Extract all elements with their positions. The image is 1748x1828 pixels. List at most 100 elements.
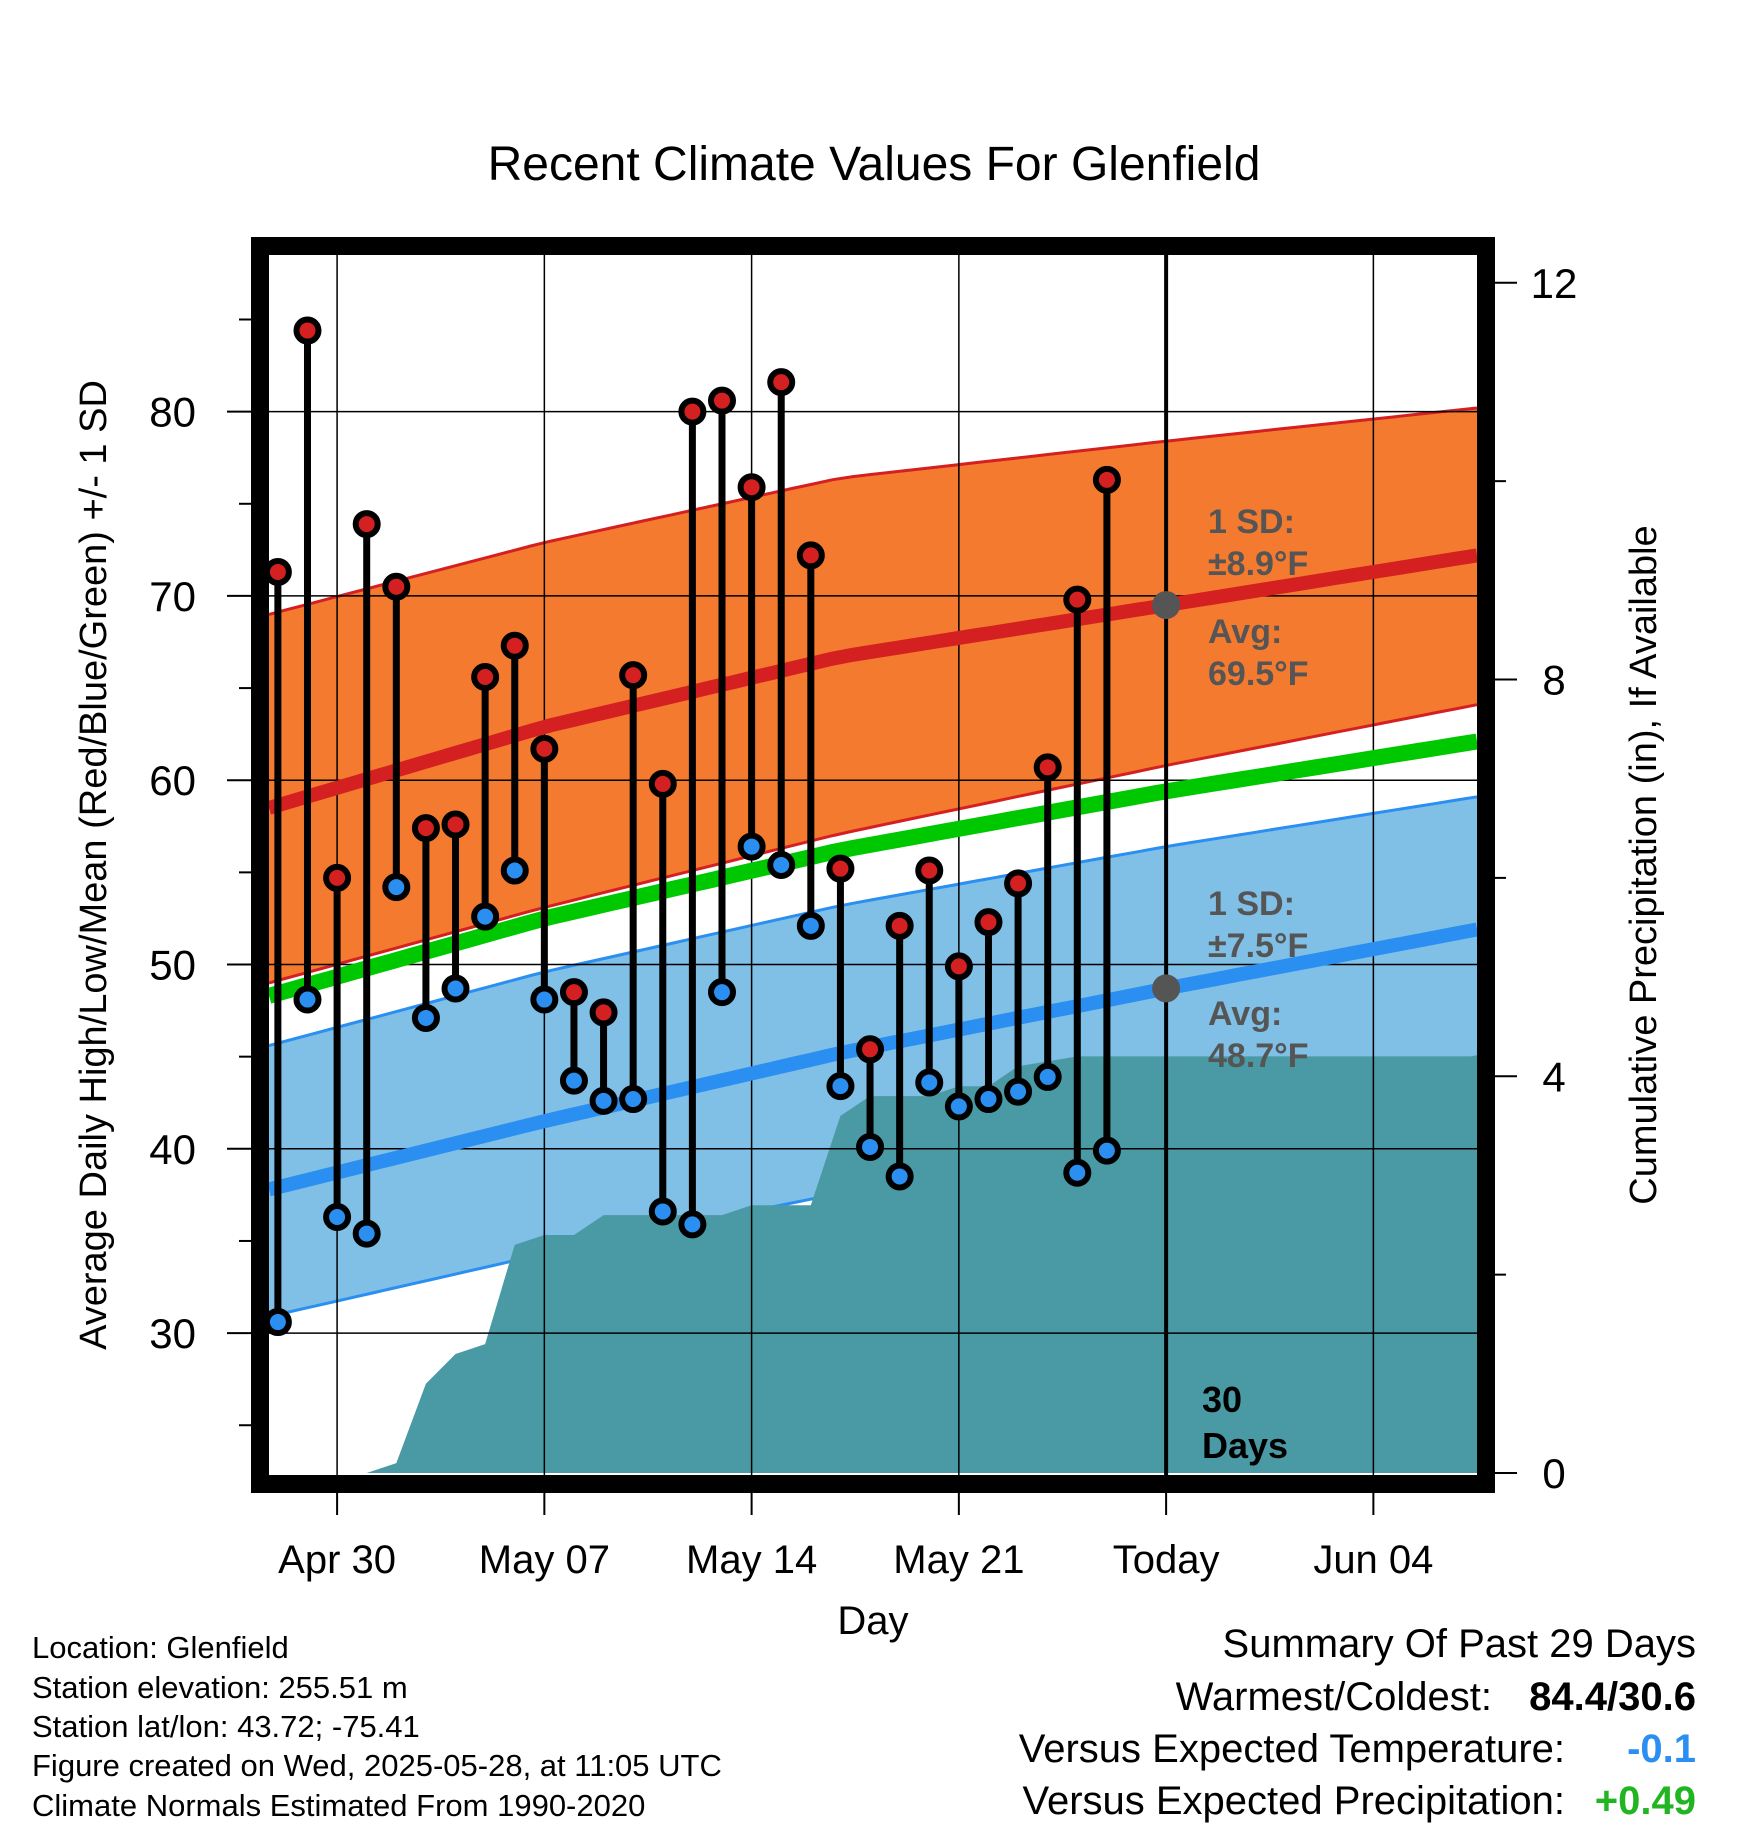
high-sd-band — [269, 408, 1477, 983]
high-point-day-18 — [767, 368, 796, 397]
high-point-day-15 — [678, 397, 707, 426]
low-point-day-6 — [411, 1003, 440, 1032]
high-point-day-21 — [856, 1035, 885, 1064]
high-sd-label: 1 SD: — [1208, 503, 1295, 541]
low-point-day-5 — [382, 873, 411, 902]
daily-points — [263, 316, 1121, 1337]
high-point-day-23 — [915, 856, 944, 885]
low-point-day-25 — [974, 1085, 1003, 1114]
summary-precip-label: Versus Expected Precipitation: — [1022, 1779, 1565, 1823]
low-point-day-9 — [500, 856, 529, 885]
y-right-tick-label-0: 0 — [1542, 1450, 1565, 1497]
low-avg-label: Avg: — [1208, 995, 1282, 1033]
low-point-day-22 — [885, 1162, 914, 1191]
low-point-day-7 — [441, 974, 470, 1003]
high-point-day-10 — [530, 734, 559, 763]
summary-warm-cold-value: 84.4/30.6 — [1529, 1675, 1696, 1719]
low-point-day-17 — [737, 832, 766, 861]
high-band-upper-edge — [268, 406, 1478, 616]
summary-precip-value: +0.49 — [1595, 1779, 1696, 1823]
station-info: Location: Glenfield Station elevation: 2… — [32, 1630, 722, 1823]
low-point-day-16 — [708, 978, 736, 1007]
precip-area — [269, 1056, 1477, 1473]
high-point-day-8 — [471, 663, 500, 692]
low-point-day-23 — [915, 1068, 944, 1097]
x-tick-label-4: Today — [1113, 1538, 1220, 1582]
high-point-day-13 — [619, 661, 648, 690]
low-sd-label: 1 SD: — [1208, 885, 1295, 923]
high-point-day-29 — [1092, 465, 1121, 494]
normal-mean-line — [266, 733, 1479, 1004]
low-sd-value: ±7.5°F — [1208, 927, 1308, 965]
low-point-day-20 — [826, 1072, 855, 1101]
low-point-day-2 — [293, 985, 322, 1014]
y-axis-title-left: Average Daily High/Low/Mean (Red/Blue/Gr… — [73, 380, 115, 1350]
y-left-tick-label-0: 30 — [149, 1310, 196, 1357]
today-days-word: Days — [1202, 1425, 1288, 1466]
low-point-day-24 — [944, 1092, 973, 1121]
high-point-day-1 — [263, 557, 292, 586]
chart-title: Recent Climate Values For Glenfield — [488, 138, 1261, 191]
low-point-day-18 — [767, 851, 796, 879]
today-days-number: 30 — [1202, 1379, 1242, 1420]
high-point-day-5 — [382, 572, 411, 601]
high-point-day-26 — [1004, 869, 1033, 898]
high-avg-value: 69.5°F — [1208, 655, 1309, 693]
y-right-tick-label-2: 8 — [1542, 657, 1565, 704]
low-avg-value: 48.7°F — [1208, 1037, 1309, 1075]
x-tick-label-0: Apr 30 — [278, 1538, 396, 1582]
daily-stems — [274, 330, 1111, 1323]
high-point-day-7 — [441, 810, 470, 839]
info-location: Location: Glenfield — [32, 1630, 289, 1665]
normal-high-avg-line — [266, 548, 1479, 815]
summary-panel: Summary Of Past 29 Days Warmest/Coldest:… — [1019, 1622, 1696, 1823]
high-point-day-2 — [293, 316, 322, 345]
high-point-day-6 — [411, 814, 440, 843]
high-point-day-17 — [737, 473, 766, 502]
high-point-day-20 — [826, 854, 855, 883]
high-point-day-22 — [885, 911, 914, 940]
high-point-day-11 — [559, 978, 588, 1007]
high-avg-label: Avg: — [1208, 613, 1282, 651]
low-point-day-10 — [530, 985, 559, 1014]
y-right-tick-label-1: 4 — [1542, 1053, 1565, 1100]
high-point-day-16 — [708, 386, 736, 415]
summary-warm-cold-label: Warmest/Coldest: — [1176, 1675, 1492, 1719]
low-point-day-27 — [1033, 1062, 1062, 1091]
high-avg-marker — [1152, 591, 1181, 620]
y-left-tick-label-4: 70 — [149, 573, 196, 620]
low-point-day-11 — [559, 1066, 588, 1095]
high-point-day-12 — [589, 998, 618, 1027]
high-point-day-27 — [1033, 753, 1062, 782]
low-point-day-13 — [619, 1085, 648, 1114]
low-avg-marker — [1152, 974, 1181, 1003]
low-point-day-3 — [323, 1202, 352, 1231]
axes: Apr 30 May 07 May 14 May 21 Today Jun 0430405… — [149, 260, 1577, 1582]
y-right-tick-label-3: 12 — [1531, 260, 1578, 307]
low-point-day-12 — [589, 1086, 618, 1115]
annotations: 1 SD: ±8.9°F Avg: 69.5°F 1 SD: ±7.5°F Av… — [1208, 503, 1309, 1075]
low-point-day-21 — [856, 1132, 885, 1161]
low-point-day-26 — [1004, 1077, 1033, 1106]
info-created: Figure created on Wed, 2025-05-28, at 11… — [32, 1748, 722, 1783]
low-point-day-15 — [678, 1210, 707, 1239]
low-point-day-29 — [1092, 1136, 1121, 1165]
y-left-tick-label-5: 80 — [149, 389, 196, 436]
x-tick-label-1: May 07 — [479, 1538, 610, 1582]
high-band-lower-edge — [268, 703, 1478, 985]
summary-title: Summary Of Past 29 Days — [1223, 1622, 1696, 1666]
today-annotation: 30 Days — [1202, 1379, 1288, 1466]
low-point-day-28 — [1063, 1158, 1092, 1187]
high-sd-value: ±8.9°F — [1208, 545, 1308, 583]
high-point-day-3 — [323, 863, 352, 892]
info-normals: Climate Normals Estimated From 1990-2020 — [32, 1788, 645, 1823]
x-tick-label-2: May 14 — [686, 1538, 817, 1582]
x-axis-title: Day — [837, 1599, 908, 1643]
high-point-day-14 — [648, 769, 677, 798]
y-axis-title-right: Cumulative Precipitation (in), If Availa… — [1623, 525, 1665, 1204]
x-tick-label-3: May 21 — [893, 1538, 1024, 1582]
high-point-day-24 — [944, 952, 973, 981]
low-point-day-8 — [471, 902, 500, 931]
x-tick-label-5: Jun 04 — [1313, 1538, 1433, 1582]
